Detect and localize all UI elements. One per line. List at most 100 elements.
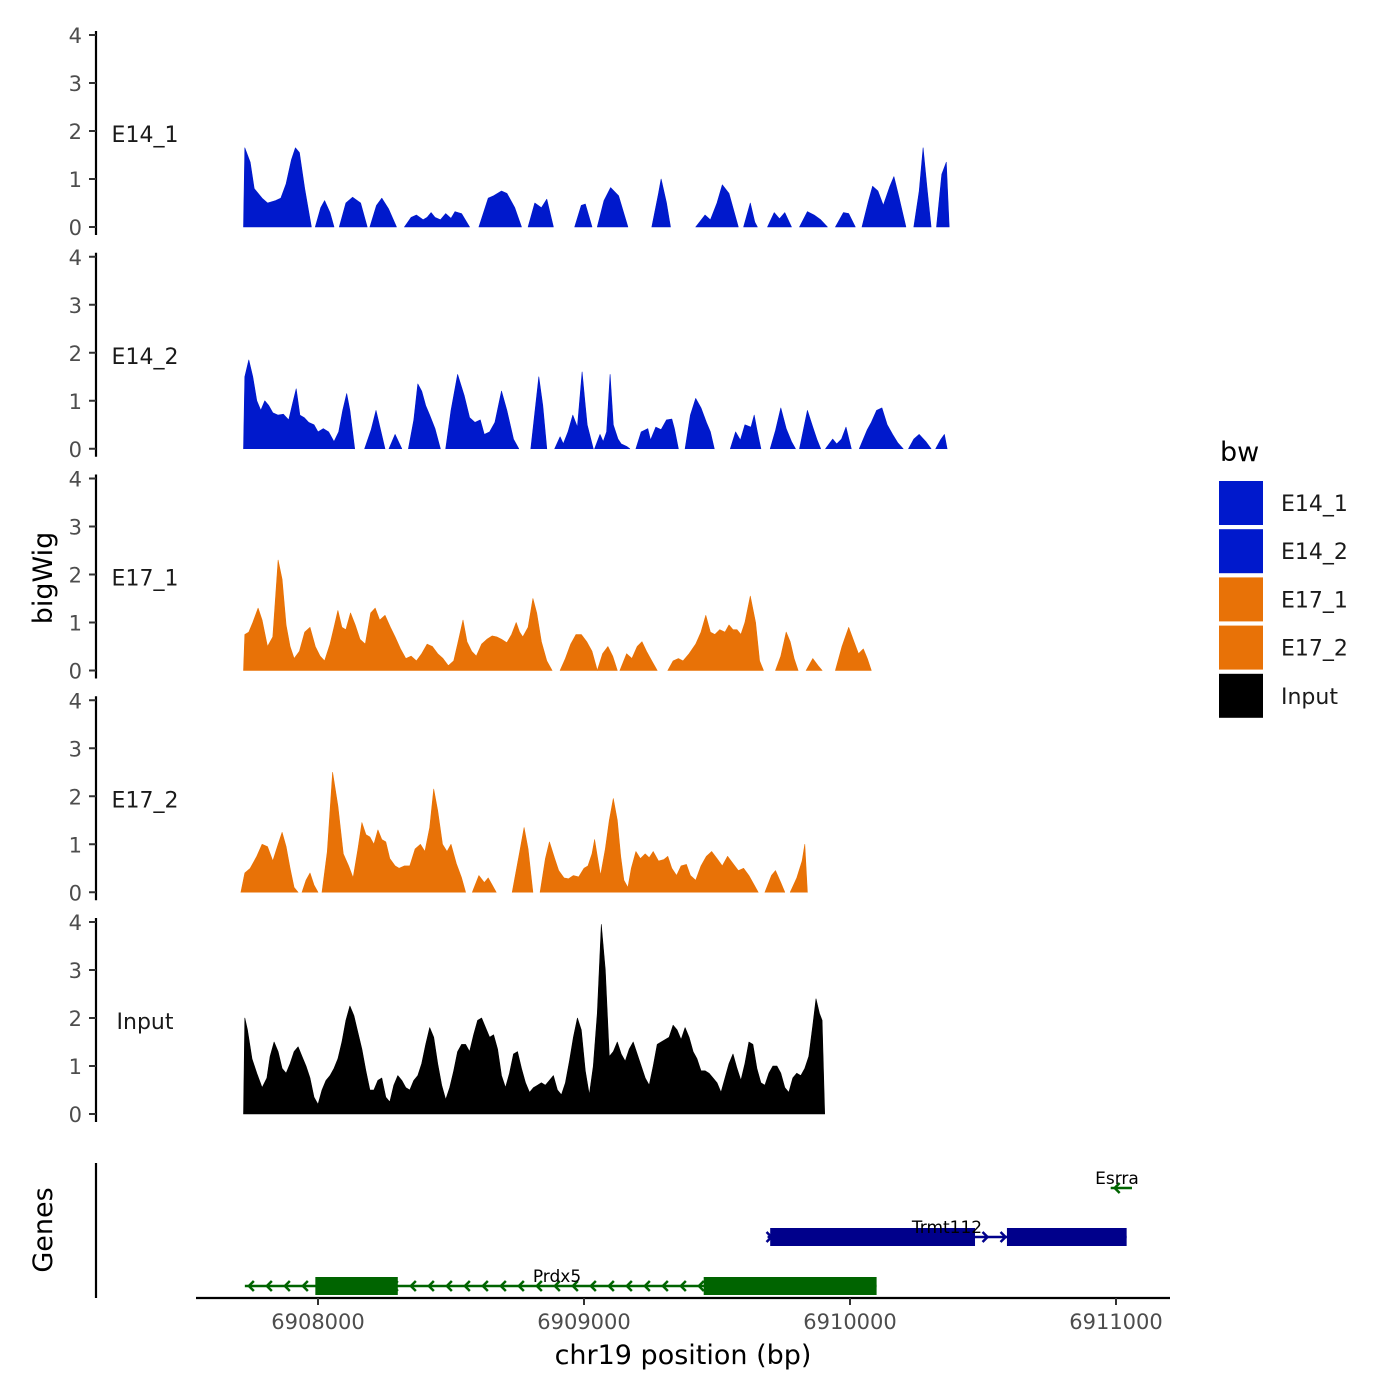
coverage-area xyxy=(764,870,786,893)
y-axis-title: bigWig xyxy=(28,532,59,625)
coverage-area xyxy=(240,832,299,893)
coverage-area xyxy=(908,434,932,450)
track-label: E14_2 xyxy=(112,345,179,370)
gene-strand-arrow xyxy=(571,1280,579,1292)
coverage-area xyxy=(767,212,792,228)
track-e17-2: 0 1 2 3 4 E17_2 xyxy=(69,689,808,905)
x-tick-label: 6911000 xyxy=(1069,1310,1163,1334)
y-tick-label: 1 xyxy=(69,612,82,636)
gene-strand-arrow xyxy=(265,1280,273,1292)
y-tick-label: 2 xyxy=(69,342,82,366)
coverage-area xyxy=(445,374,520,450)
x-tick-label: 6908000 xyxy=(271,1310,365,1334)
coverage-area xyxy=(369,197,397,228)
coverage-area xyxy=(597,187,629,228)
legend-label: E14_1 xyxy=(1281,492,1348,517)
gene-exon xyxy=(770,1228,976,1246)
coverage-area xyxy=(684,398,715,450)
genes-track: Genes Esrra Trmt112 Prdx5 xyxy=(28,1163,1139,1298)
coverage-area xyxy=(835,627,872,671)
y-tick-label: 0 xyxy=(69,660,82,684)
y-tick-label: 1 xyxy=(69,1055,82,1079)
coverage-area xyxy=(559,634,598,671)
coverage-area xyxy=(859,407,904,450)
y-tick-label: 0 xyxy=(69,1103,82,1127)
coverage-area xyxy=(730,414,762,450)
gene-strand-arrow xyxy=(625,1280,633,1292)
coverage-area xyxy=(315,200,335,228)
genes-track-title: Genes xyxy=(28,1187,59,1272)
coverage-area xyxy=(775,631,799,671)
coverage-area xyxy=(597,646,618,671)
coverage-area xyxy=(825,426,852,450)
gene-exon xyxy=(703,1277,877,1295)
coverage-area xyxy=(408,383,441,450)
track-e14-1: 0 1 2 3 4 E14_1 xyxy=(69,24,950,240)
gene-label: Prdx5 xyxy=(533,1267,581,1287)
gene-strand-arrow xyxy=(999,1231,1008,1243)
y-tick-label: 0 xyxy=(69,438,82,462)
coverage-area xyxy=(243,924,825,1115)
legend: bw E14_1 E14_2 E17_1 E17_2 Input xyxy=(1219,437,1348,718)
coverage-area xyxy=(936,161,950,228)
coverage-area xyxy=(472,875,497,893)
y-tick-label: 2 xyxy=(69,120,82,144)
track-label: E14_1 xyxy=(112,123,179,148)
coverage-area xyxy=(301,872,319,893)
coverage-area xyxy=(478,190,522,228)
gene-strand-arrow xyxy=(679,1280,687,1292)
coverage-area xyxy=(364,410,386,450)
gene-strand-arrow xyxy=(409,1280,417,1292)
y-tick-label: 3 xyxy=(69,737,82,761)
coverage-area xyxy=(635,418,679,450)
track-label: E17_2 xyxy=(112,788,179,813)
coverage-area xyxy=(554,371,594,450)
gene-strand-arrow xyxy=(589,1280,597,1292)
legend-label: Input xyxy=(1281,685,1338,710)
y-tick-label: 4 xyxy=(69,468,82,492)
gene-strand-arrow xyxy=(553,1280,561,1292)
y-tick-label: 3 xyxy=(69,294,82,318)
coverage-area xyxy=(695,184,739,228)
legend-swatch xyxy=(1219,481,1263,525)
x-axis: chr19 position (bp) 6908000 6909000 691000… xyxy=(196,1296,1170,1371)
y-tick-label: 0 xyxy=(69,881,82,905)
gene-exon xyxy=(1006,1228,1127,1246)
coverage-area xyxy=(321,772,466,893)
gene-strand-arrow xyxy=(643,1280,651,1292)
gene-strand-arrow xyxy=(981,1231,990,1243)
track-e17-1: 0 1 2 3 4 E17_1 xyxy=(69,468,872,684)
legend-label: E14_2 xyxy=(1281,540,1348,565)
gene-prdx5: Prdx5 xyxy=(244,1267,877,1295)
coverage-tracks: 0 1 2 3 4 E14_1 0 1 2 3 4 E14_2 0 1 2 3 4 E17_1 0 1 2 3 4 E17_2… xyxy=(69,24,950,1127)
y-tick-label: 4 xyxy=(69,689,82,713)
coverage-area xyxy=(805,658,823,671)
coverage-area xyxy=(913,147,932,228)
legend-label: E17_2 xyxy=(1281,637,1348,662)
y-tick-label: 4 xyxy=(69,911,82,935)
legend-swatch xyxy=(1219,529,1263,574)
track-label: E17_1 xyxy=(112,567,179,592)
y-tick-label: 3 xyxy=(69,959,82,983)
coverage-area xyxy=(527,198,554,228)
y-tick-label: 3 xyxy=(69,516,82,540)
coverage-area xyxy=(539,798,759,893)
y-tick-label: 3 xyxy=(69,72,82,96)
y-tick-label: 4 xyxy=(69,246,82,270)
y-tick-label: 1 xyxy=(69,390,82,414)
gene-exon xyxy=(315,1277,398,1295)
gene-strand-arrow xyxy=(535,1280,543,1292)
coverage-area xyxy=(789,844,808,893)
coverage-area xyxy=(667,595,764,671)
coverage-area xyxy=(651,178,671,228)
coverage-area xyxy=(388,434,403,450)
coverage-area xyxy=(243,359,355,450)
legend-swatch xyxy=(1219,673,1263,718)
gene-strand-arrow xyxy=(1112,1182,1121,1194)
gene-strand-arrow xyxy=(661,1280,669,1292)
coverage-area xyxy=(619,641,658,671)
x-axis-title: chr19 position (bp) xyxy=(555,1340,812,1371)
gene-trmt112: Trmt112 xyxy=(765,1218,1127,1246)
gene-label: Esrra xyxy=(1095,1169,1139,1189)
x-tick-label: 6910000 xyxy=(803,1310,897,1334)
